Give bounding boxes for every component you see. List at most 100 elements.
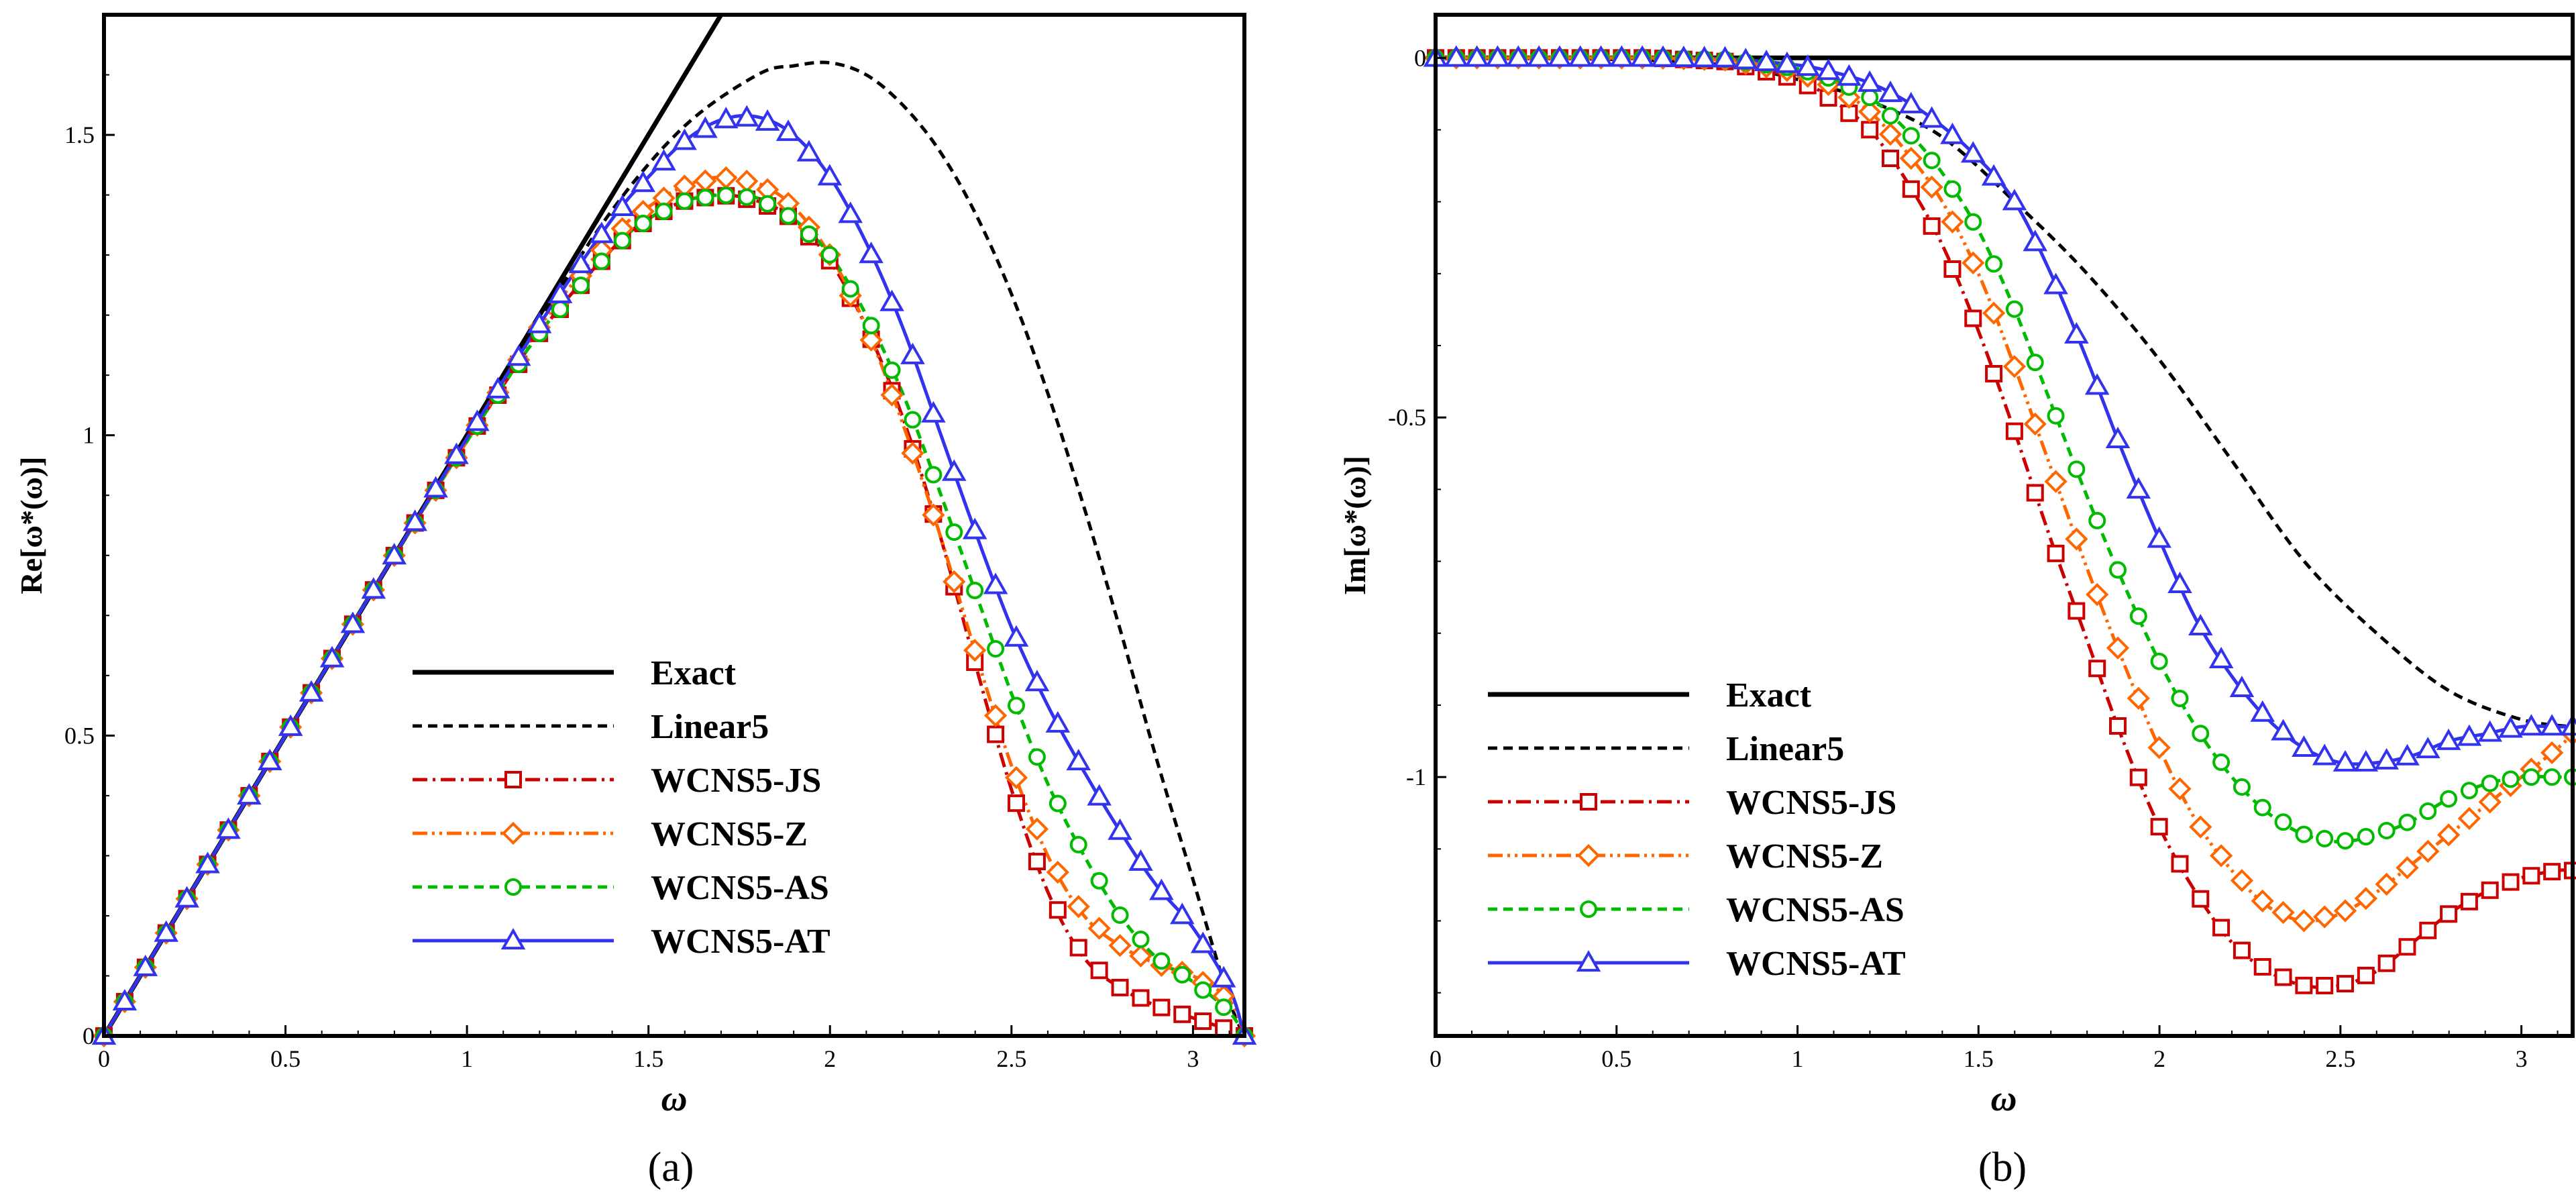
x-tick-label: 1.5 (1964, 1045, 1994, 1072)
series-marker-wcns5-as (1194, 981, 1212, 999)
series-marker-wcns5-as (1132, 931, 1150, 949)
series-marker-wcns5-as (572, 276, 590, 295)
series-marker-wcns5-z (2230, 869, 2254, 892)
series-marker-wcns5-at (2415, 737, 2440, 759)
series-marker-wcns5-z (2396, 856, 2419, 880)
series-marker-wcns5-as (655, 203, 673, 221)
series-marker-wcns5-at (465, 409, 490, 431)
series-marker-wcns5-as (966, 582, 984, 600)
legend-label: Exact (651, 654, 737, 692)
series-marker-wcns5-as (2316, 829, 2334, 847)
series-marker-wcns5-js (1132, 989, 1150, 1007)
series-marker-wcns5-js (2460, 892, 2478, 910)
series-marker-wcns5-at (1087, 784, 1112, 806)
series-marker-wcns5-as (759, 195, 777, 213)
series-marker-wcns5-z (1025, 817, 1049, 841)
series-marker-wcns5-at (485, 376, 511, 399)
series-marker-wcns5-z (2436, 823, 2461, 847)
series-marker-wcns5-at (1464, 45, 1489, 67)
series-marker-wcns5-as (2129, 607, 2147, 625)
series-marker-wcns5-as (613, 231, 631, 250)
legend-label: WCNS5-Z (1726, 837, 1883, 876)
series-marker-wcns5-js (2502, 873, 2520, 891)
series-marker-wcns5-js (2212, 919, 2231, 937)
series-marker-wcns5-z (2251, 889, 2274, 913)
series-marker-wcns5-at (1898, 91, 1924, 113)
series-marker-wcns5-at (1795, 54, 1821, 76)
series-marker-wcns5-as (1173, 965, 1191, 984)
legend-label: Linear5 (1726, 730, 1844, 768)
series-marker-wcns5-as (2502, 770, 2520, 788)
series-marker-wcns5-at (568, 252, 594, 274)
panel-b-x-axis-label: ω (1990, 1078, 2017, 1118)
series-marker-wcns5-at (2312, 743, 2337, 766)
series-marker-wcns5-js (1049, 901, 1067, 919)
series-marker-wcns5-as (2398, 813, 2416, 831)
legend-item: WCNS5-AT (1488, 945, 1906, 983)
series-marker-wcns5-z (2416, 839, 2440, 863)
series-marker-wcns5-at (2084, 373, 2110, 395)
series-marker-wcns5-as (2088, 511, 2106, 529)
series-marker-wcns5-at (361, 577, 386, 599)
legend-item: WCNS5-AS (1488, 891, 1904, 929)
series-marker-wcns5-as (1111, 906, 1129, 924)
x-tick-label: 0.5 (1601, 1045, 1631, 1072)
series-marker-wcns5-at (2188, 613, 2213, 635)
legend-label: WCNS5-JS (1726, 784, 1896, 822)
legend-marker (504, 771, 522, 788)
legend-marker (501, 821, 525, 845)
series-marker-wcns5-z (2540, 741, 2564, 765)
panel-a-label: (a) (648, 1145, 694, 1190)
series-marker-wcns5-z (859, 328, 883, 352)
x-tick-label: 1 (461, 1045, 473, 1072)
series-marker-wcns5-at (838, 201, 863, 223)
series-marker-wcns5-at (1211, 965, 1236, 988)
series-marker-wcns5-as (738, 188, 756, 206)
series-marker-wcns5-at (1505, 45, 1531, 67)
series-marker-wcns5-at (921, 401, 946, 423)
series-marker-wcns5-as (820, 246, 839, 264)
series-marker-wcns5-at (2498, 716, 2523, 738)
series-marker-wcns5-z (1067, 895, 1090, 919)
series-marker-wcns5-as (2068, 460, 2086, 478)
series-marker-wcns5-at (2395, 743, 2420, 766)
series-marker-wcns5-as (1985, 255, 2003, 273)
legend-marker (1580, 793, 1597, 810)
series-marker-wcns5-at (278, 714, 303, 736)
series-marker-wcns5-z (2002, 355, 2027, 378)
series-marker-wcns5-at (2105, 426, 2131, 448)
series-marker-wcns5-as (1943, 180, 1962, 198)
series-marker-wcns5-at (1190, 931, 1216, 953)
legend-label: WCNS5-Z (651, 815, 808, 853)
series-marker-wcns5-js (2129, 768, 2147, 786)
series-marker-wcns5-as (780, 207, 798, 225)
legend-item: Exact (413, 654, 737, 692)
series-marker-wcns5-as (1964, 213, 1982, 231)
panel-b-label: (b) (1978, 1145, 2027, 1190)
series-marker-wcns5-as (2377, 821, 2396, 839)
series-marker-wcns5-as (2295, 825, 2313, 843)
series-marker-wcns5-at (693, 116, 718, 138)
series-marker-wcns5-as (1028, 748, 1046, 766)
series-marker-wcns5-js (2419, 921, 2437, 939)
series-marker-wcns5-at (1444, 45, 1469, 67)
series-marker-wcns5-as (800, 225, 818, 244)
series-marker-wcns5-at (1671, 45, 1697, 67)
series-marker-wcns5-z (1920, 175, 1943, 199)
series-marker-wcns5-js (2109, 717, 2127, 735)
series-marker-wcns5-at (1004, 625, 1029, 647)
series-marker-wcns5-at (195, 851, 220, 874)
legend-marker (500, 928, 526, 950)
series-marker-wcns5-at (1024, 670, 1050, 692)
series-marker-wcns5-js (1028, 853, 1046, 871)
series-marker-wcns5-at (631, 170, 655, 193)
series-marker-wcns5-at (340, 611, 366, 633)
series-marker-wcns5-at (1045, 711, 1071, 733)
series-marker-wcns5-at (299, 680, 324, 702)
series-marker-wcns5-at (1878, 81, 1903, 103)
series-marker-wcns5-as (2460, 782, 2478, 800)
series-marker-wcns5-at (941, 459, 967, 481)
series-marker-wcns5-js (2398, 938, 2416, 956)
x-tick-label: 3 (2516, 1045, 2528, 1072)
series-marker-wcns5-at (2436, 728, 2461, 750)
